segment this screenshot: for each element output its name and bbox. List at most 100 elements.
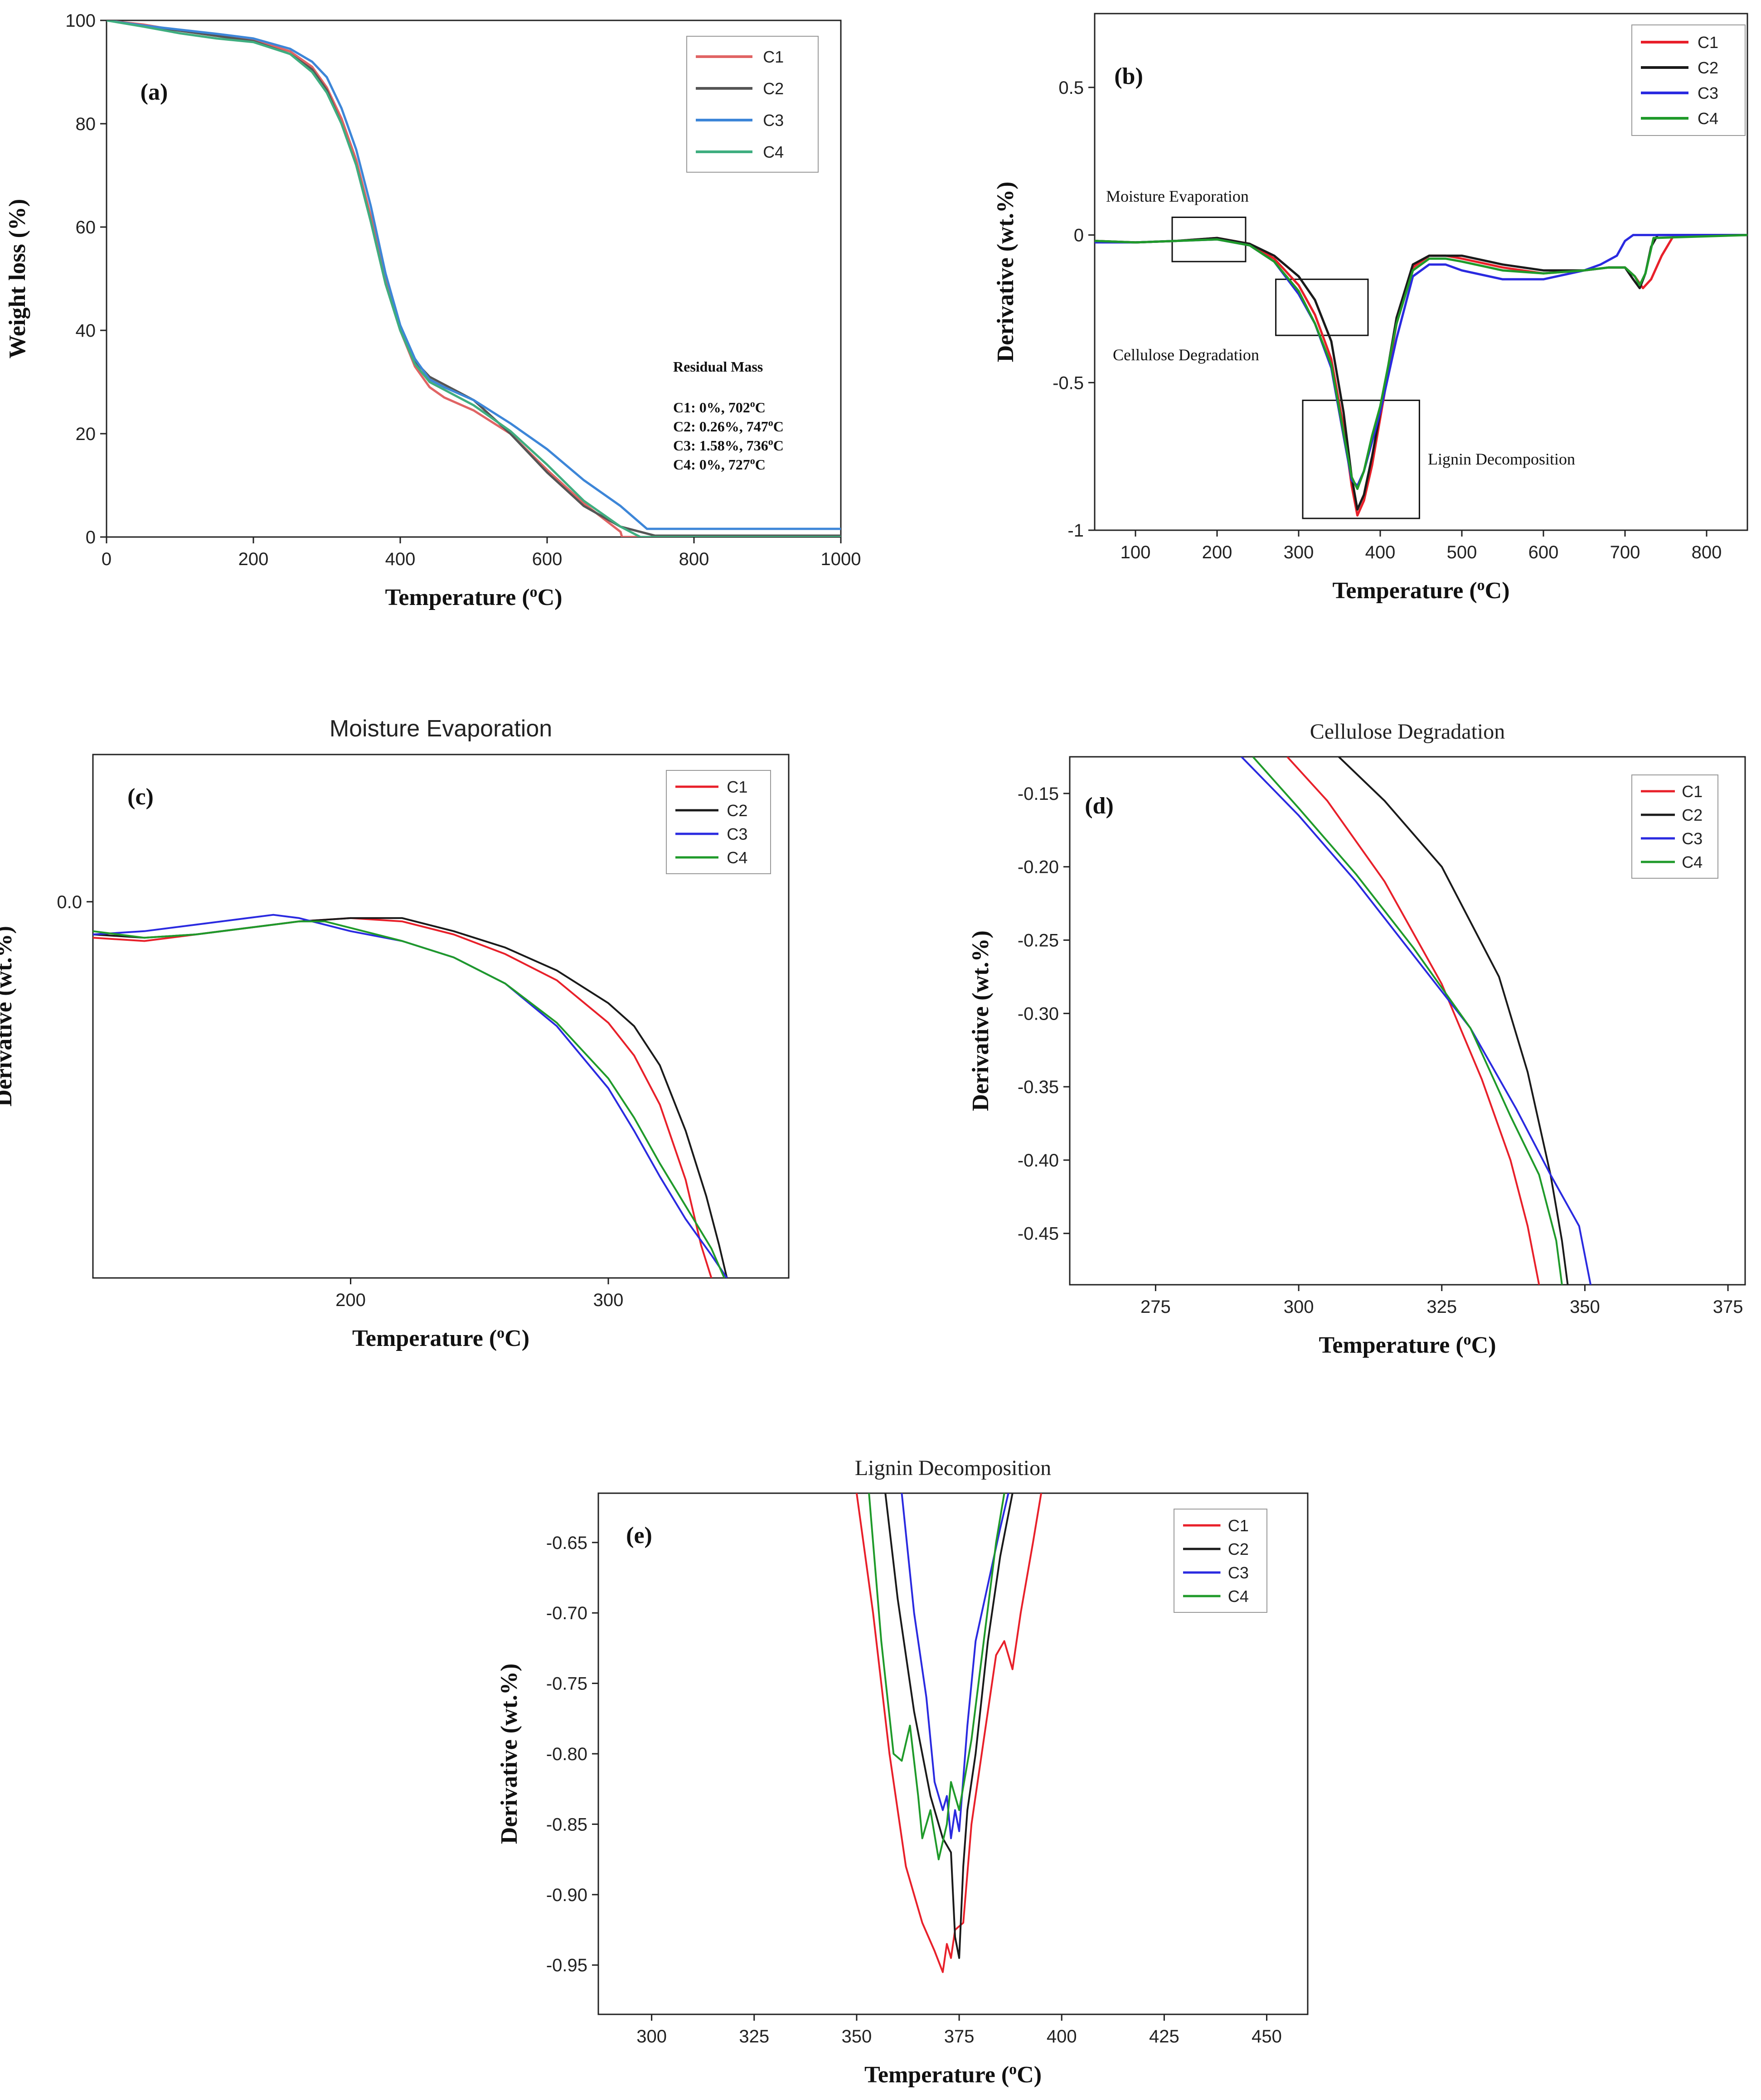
residual-mass-entry: C4: 0%, 727oC — [673, 455, 766, 473]
y-tick-label-a: 40 — [76, 321, 96, 341]
annotation-label-3: Lignin Decomposition — [1428, 450, 1575, 468]
legend-label-e-c2: C2 — [1228, 1540, 1249, 1558]
chart-title-c: Moisture Evaporation — [330, 716, 552, 742]
y-tick-label-c: 0.0 — [57, 892, 82, 912]
y-tick-label-d: -0.35 — [1018, 1077, 1059, 1097]
y-tick-label-d: -0.30 — [1018, 1004, 1059, 1024]
y-axis-label-b: Derivative (wt.%) — [993, 182, 1019, 363]
legend-label-b-c4: C4 — [1698, 109, 1718, 128]
panel-c-moisture: Moisture Evaporation 200 300 0.0 Temperature… — [0, 716, 790, 1352]
y-axis-label-e: Derivative (wt.%) — [496, 1664, 522, 1844]
legend-label-a-c1: C1 — [763, 48, 784, 66]
x-tick-label-e: 425 — [1149, 2027, 1179, 2047]
x-axis-label-d: Temperature (oC) — [1319, 1331, 1496, 1359]
x-tick-label-a: 0 — [102, 549, 112, 569]
x-tick-label-e: 350 — [842, 2027, 872, 2047]
panel-label-d: (d) — [1085, 793, 1114, 819]
x-tick-label-d: 375 — [1713, 1297, 1743, 1317]
x-tick-label-e: 300 — [636, 2027, 667, 2047]
annotation-box-1 — [1171, 216, 1247, 262]
x-tick-label-e: 450 — [1252, 2027, 1282, 2047]
x-tick-label-a: 400 — [385, 549, 416, 569]
y-tick-label-a: 100 — [65, 11, 96, 31]
legend-label-c-c1: C1 — [727, 778, 747, 796]
x-tick-label-d: 325 — [1426, 1297, 1457, 1317]
series-line-d-c2 — [1338, 757, 1569, 1285]
legend-label-d-c1: C1 — [1682, 782, 1703, 801]
y-tick-label-b: 0 — [1074, 226, 1084, 246]
panel-label-a: (a) — [141, 79, 168, 105]
legend-box-a — [686, 36, 819, 173]
y-tick-label-d: -0.15 — [1018, 784, 1059, 804]
plot-frame-b — [1094, 13, 1748, 531]
legend-label-e-c4: C4 — [1228, 1587, 1249, 1606]
y-tick-label-e: -0.85 — [546, 1815, 587, 1834]
legend-label-b-c1: C1 — [1698, 33, 1718, 52]
legend-label-d-c2: C2 — [1682, 806, 1703, 824]
x-tick-label-b: 600 — [1528, 542, 1559, 562]
y-tick-label-b: -0.5 — [1053, 373, 1084, 393]
x-tick-label-c: 300 — [593, 1290, 624, 1310]
legend-label-d-c3: C3 — [1682, 829, 1703, 848]
series-line-a-c4 — [107, 20, 841, 537]
x-tick-label-e: 400 — [1047, 2027, 1077, 2047]
x-axis-label-b: Temperature (oC) — [1332, 577, 1509, 604]
x-tick-label-b: 300 — [1284, 542, 1314, 562]
y-tick-label-a: 20 — [76, 424, 96, 444]
x-tick-label-a: 800 — [679, 549, 709, 569]
y-axis-label-d: Derivative (wt.%) — [968, 930, 994, 1111]
legend-label-d-c4: C4 — [1682, 853, 1703, 871]
plot-frame-c — [92, 754, 790, 1279]
plot-frame-d — [1069, 756, 1746, 1286]
y-tick-label-b: 0.5 — [1058, 78, 1084, 98]
legend-label-b-c3: C3 — [1698, 84, 1718, 102]
y-tick-label-e: -0.70 — [546, 1603, 587, 1623]
series-line-b-c2 — [1095, 234, 1747, 511]
x-tick-label-b: 500 — [1447, 542, 1477, 562]
y-tick-label-a: 0 — [86, 527, 96, 547]
y-tick-label-d: -0.25 — [1018, 931, 1059, 951]
y-tick-label-a: 80 — [76, 114, 96, 134]
y-tick-label-e: -0.90 — [546, 1885, 587, 1905]
x-tick-label-c: 200 — [335, 1290, 366, 1310]
chart-title-d: Cellulose Degradation — [1310, 720, 1505, 744]
residual-mass-entry: C1: 0%, 702oC — [673, 398, 766, 416]
legend-label-c-c3: C3 — [727, 825, 747, 843]
panel-label-b: (b) — [1114, 63, 1143, 89]
y-tick-label-e: -0.80 — [546, 1744, 587, 1764]
plot-frame-a — [106, 19, 842, 538]
series-line-c-c4 — [93, 920, 725, 1278]
x-tick-label-b: 700 — [1610, 542, 1640, 562]
series-line-e-c2 — [884, 1493, 1014, 1959]
annotation-label-2: Cellulose Degradation — [1113, 346, 1259, 364]
series-line-d-c4 — [1252, 757, 1563, 1285]
series-line-e-c3 — [901, 1493, 1009, 1839]
x-tick-label-d: 275 — [1140, 1297, 1171, 1317]
series-line-b-c4 — [1095, 234, 1747, 490]
residual-mass-title: Residual Mass — [673, 358, 763, 375]
y-tick-label-d: -0.45 — [1018, 1224, 1059, 1244]
panel-b-dtg: 100 200 300 400 500 600 700 800 -1 -0.5 0 0.5 Temper… — [993, 13, 1748, 604]
x-tick-label-a: 200 — [238, 549, 269, 569]
panel-label-e: (e) — [626, 1523, 652, 1548]
legend-label-e-c3: C3 — [1228, 1563, 1249, 1582]
x-tick-label-e: 375 — [944, 2027, 975, 2047]
legend-label-a-c2: C2 — [763, 79, 784, 98]
legend-label-a-c3: C3 — [763, 111, 784, 130]
y-tick-label-d: -0.20 — [1018, 857, 1059, 877]
x-axis-label-c: Temperature (oC) — [352, 1325, 529, 1352]
residual-mass-entry: C3: 1.58%, 736oC — [673, 436, 784, 454]
x-tick-label-a: 1000 — [821, 549, 861, 569]
panel-label-c: (c) — [127, 784, 154, 810]
y-axis-label-a: Weight loss (%) — [5, 199, 30, 358]
x-tick-label-d: 300 — [1284, 1297, 1314, 1317]
panel-e-lignin: Lignin Decomposition 300 325 350 375 400 425 45… — [496, 1456, 1309, 2088]
panel-a-tga: 0 200 400 600 800 1000 0 20 40 60 80 100 Temperature… — [5, 11, 861, 610]
x-tick-label-d: 350 — [1570, 1297, 1600, 1317]
x-tick-label-e: 325 — [739, 2027, 769, 2047]
legend-label-e-c1: C1 — [1228, 1516, 1249, 1535]
residual-mass-entry: C2: 0.26%, 747oC — [673, 417, 784, 435]
legend-label-b-c2: C2 — [1698, 58, 1718, 77]
legend-label-c-c2: C2 — [727, 801, 747, 820]
